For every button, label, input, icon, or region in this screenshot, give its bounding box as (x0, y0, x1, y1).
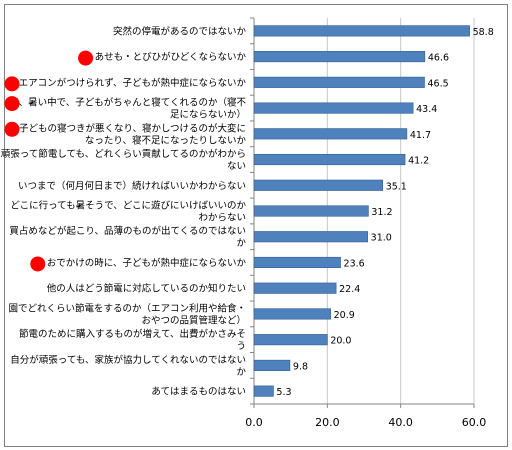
category-label-line: か (236, 238, 246, 249)
category-label: エアコンがつけられず、子どもが熱中症にならないか (19, 77, 247, 89)
bar (253, 205, 369, 217)
highlight-marker (78, 50, 94, 66)
data-label: 23.6 (344, 258, 365, 269)
bar (253, 359, 291, 371)
category-label: 突然の停電があるのではないか (113, 25, 247, 37)
category-label-line: いつまで（何月何日まで）続ければいいかわからない (18, 180, 246, 192)
category-label-line: 足にならないか） (170, 109, 246, 121)
data-label: 31.0 (371, 233, 392, 244)
category-label-line: 夜、暑い中で、子どもがちゃんと寝てくれるのか（寝不 (9, 97, 246, 109)
data-label: 58.8 (473, 27, 494, 38)
data-label: 41.7 (410, 130, 431, 141)
bar (253, 308, 331, 320)
category-label: どこに行っても暑そうで、どこに遊びにいけばいいのかわからない (10, 200, 246, 224)
category-label-line: 子どもの寝つきが悪くなり、寝かしつけるのが大変に (19, 122, 246, 134)
highlight-marker (4, 96, 20, 112)
bar (253, 102, 414, 114)
category-label-line: おでかけの時に、子どもが熱中症にならないか (47, 257, 247, 269)
category-label-line: ない (227, 161, 246, 172)
bar (253, 76, 425, 88)
category-label-line: う (236, 341, 246, 352)
category-label: 自分が頑張っても、家族が協力してくれないのではないか (10, 354, 246, 378)
bar (253, 334, 328, 346)
data-label: 22.4 (339, 284, 360, 295)
data-label: 9.8 (293, 361, 308, 372)
category-label-line: 頑張って節電しても、どれくらい貢献してるのかがわから (1, 148, 246, 160)
category-label-line: 買占めなどが起こり、品薄のものが出てくるのではない (9, 225, 246, 237)
bar (253, 231, 368, 243)
category-label: あてはまるものはない (151, 387, 246, 398)
data-label: 35.1 (386, 181, 407, 192)
category-label: 夜、暑い中で、子どもがちゃんと寝てくれるのか（寝不足にならないか） (9, 97, 246, 121)
highlight-marker (4, 76, 20, 92)
category-label: 節電のために購入するものが増えて、出費がかさみそう (19, 328, 246, 352)
category-label-line: エアコンがつけられず、子どもが熱中症にならないか (19, 77, 247, 89)
data-label: 5.3 (276, 387, 291, 398)
x-tick-label: 0.0 (245, 416, 263, 429)
x-tick-label: 20.0 (315, 416, 340, 429)
data-label: 46.6 (428, 53, 449, 64)
data-label: 20.0 (330, 336, 351, 347)
bar (253, 179, 383, 191)
bar (253, 385, 274, 397)
bar (253, 51, 426, 63)
data-label: 20.9 (334, 310, 355, 321)
data-label: 46.5 (428, 78, 449, 89)
category-label-line: 他の人はどう節電に対応しているのか知りたい (47, 283, 246, 295)
category-label-line: 自分が頑張っても、家族が協力してくれないのではない (10, 354, 246, 366)
category-label-line: 園でどれくらい節電をするのか（エアコン利用や給食・ (8, 302, 246, 314)
bar (253, 153, 406, 166)
category-label-line: あてはまるものはない (151, 387, 246, 398)
x-tick-label: 40.0 (388, 416, 413, 429)
highlight-marker (30, 256, 46, 272)
data-label: 43.4 (416, 104, 437, 115)
bar (253, 128, 408, 140)
category-label: 子どもの寝つきが悪くなり、寝かしつけるのが大変になったり、寝不足になったりしない… (19, 122, 247, 146)
category-label: 園でどれくらい節電をするのか（エアコン利用や給食・おやつの品質管理など） (8, 302, 246, 326)
category-label-line: 節電のために購入するものが増えて、出費がかさみそ (19, 328, 246, 340)
bar (253, 25, 470, 37)
bar (253, 256, 341, 269)
category-label: おでかけの時に、子どもが熱中症にならないか (47, 257, 247, 269)
category-label-line: あせも・とびひがひどくならないか (95, 51, 247, 63)
highlight-marker (4, 121, 20, 137)
category-label-line: おやつの品質管理など） (141, 314, 246, 326)
category-label: いつまで（何月何日まで）続ければいいかわからない (18, 180, 246, 192)
category-label: あせも・とびひがひどくならないか (95, 51, 247, 63)
category-label: 頑張って節電しても、どれくらい貢献してるのかがわからない (1, 148, 246, 172)
data-label: 41.2 (408, 156, 429, 167)
category-label: 買占めなどが起こり、品薄のものが出てくるのではないか (9, 225, 246, 249)
category-label-line: どこに行っても暑そうで、どこに遊びにいけばいいのか (10, 200, 246, 212)
category-label: 他の人はどう節電に対応しているのか知りたい (47, 283, 246, 295)
category-label-line: 突然の停電があるのではないか (113, 25, 247, 37)
data-label: 31.2 (371, 207, 392, 218)
category-label-line: わからない (198, 213, 246, 224)
category-label-line: なったり、寝不足になったりしないか (85, 134, 247, 146)
x-tick-label: 60.0 (462, 416, 487, 429)
bar (253, 282, 337, 294)
category-label-line: か (236, 367, 246, 378)
